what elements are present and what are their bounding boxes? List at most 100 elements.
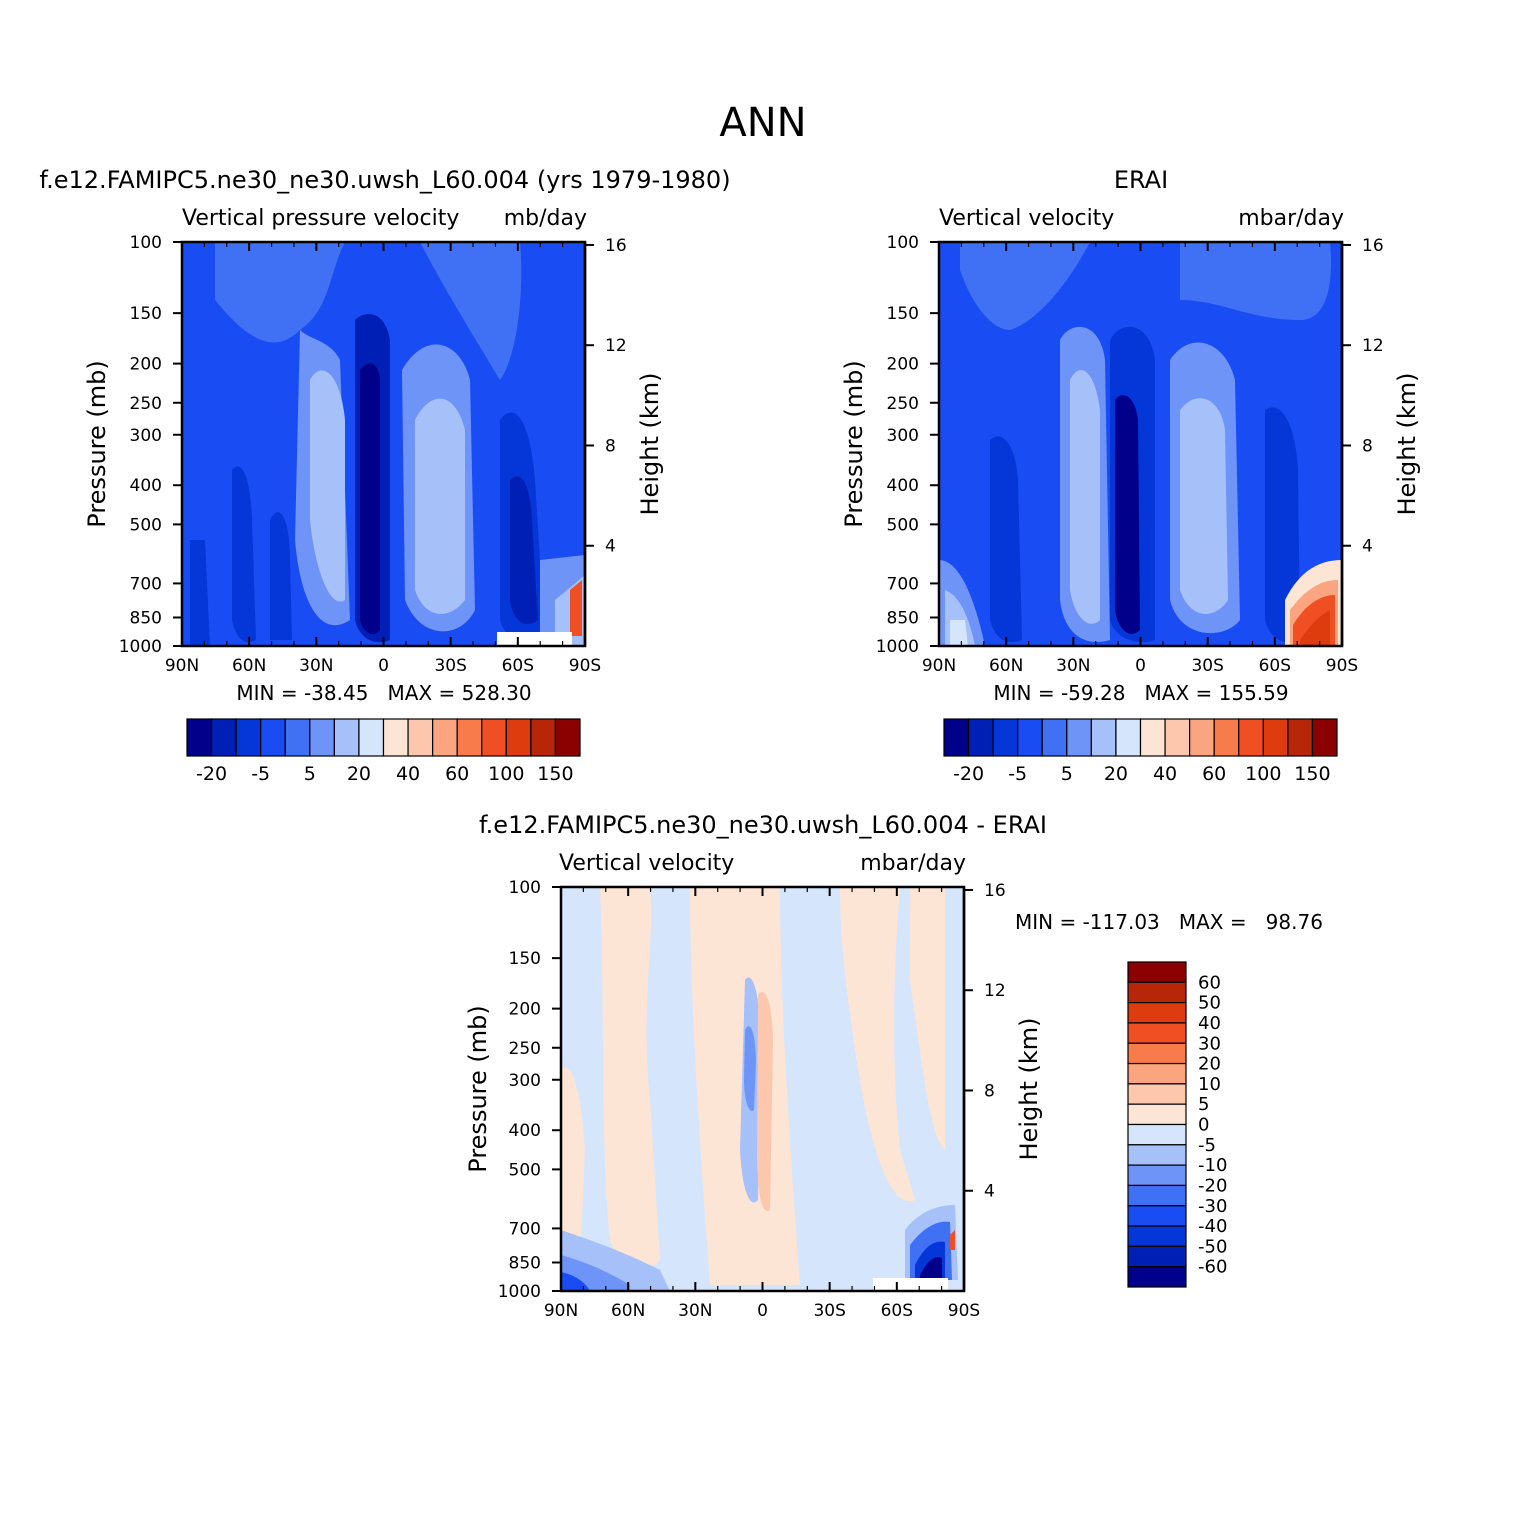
colorbar-label: 20: [347, 763, 371, 785]
colorbar-label: 150: [1294, 763, 1330, 785]
colorbar-label: 40: [396, 763, 420, 785]
y-tick-label: 300: [130, 426, 162, 446]
y-ticks: 100 150 200 250 300 400 500 700 850 1000 16 12 8 4: [498, 878, 1006, 1302]
x-tick-label: 90S: [948, 1301, 980, 1321]
y-tick-label: 250: [887, 394, 919, 414]
colorbar-label: 60: [1202, 763, 1226, 785]
colorbar-box: [186, 718, 213, 757]
colorbar-box: [382, 718, 409, 757]
colorbar-box: [1127, 1042, 1187, 1065]
right-label: mb/day: [504, 206, 587, 231]
colorbar-label: -5: [1198, 1135, 1216, 1156]
panel-model: f.e12.FAMIPC5.ne30_ne30.uwsh_L60.004 (yr…: [39, 166, 730, 785]
x-ticks: 90N 60N 30N 0 30S 60S 90S: [165, 242, 601, 676]
colorbar-box: [260, 718, 286, 757]
colorbar-label: 20: [1104, 763, 1128, 785]
colorbar: -20 -5 5 20 40 60 100 150: [186, 718, 581, 785]
x-tick-label: 90N: [165, 656, 199, 676]
colorbar-label: 5: [304, 763, 316, 785]
y2-tick-label: 16: [1362, 236, 1384, 256]
y-tick-label: 250: [130, 394, 162, 414]
colorbar-label: -50: [1198, 1236, 1227, 1257]
x-tick-label: 30N: [678, 1301, 712, 1321]
colorbar-box: [530, 718, 557, 757]
y-axis-label: Pressure (mb): [840, 360, 868, 527]
colorbar-box: [407, 718, 434, 757]
left-label: Vertical velocity: [939, 206, 1114, 231]
colorbar-box: [1090, 718, 1117, 757]
y-tick-label: 1000: [876, 637, 919, 657]
y2-axis-label: Height (km): [1393, 373, 1421, 516]
y2-tick-label: 8: [1362, 436, 1373, 456]
y-tick-label: 850: [509, 1253, 541, 1273]
main-title: ANN: [719, 100, 806, 146]
colorbar-box: [1127, 1022, 1187, 1044]
y-ticks: 100 150 200 250 300 400 500 700 850 1000 16 12 8 4: [876, 233, 1384, 657]
colorbar-label: 60: [445, 763, 469, 785]
colorbar-box: [1127, 961, 1187, 983]
y2-tick-label: 4: [984, 1182, 995, 1202]
colorbar-box: [1127, 1245, 1187, 1268]
colorbar-box: [481, 718, 507, 757]
y-tick-label: 100: [509, 878, 541, 898]
colorbar-box: [1127, 1062, 1187, 1085]
y-tick-label: 200: [509, 1000, 541, 1020]
x-tick-label: 60S: [502, 656, 534, 676]
panel-title: f.e12.FAMIPC5.ne30_ne30.uwsh_L60.004 - E…: [479, 811, 1047, 839]
colorbar-box: [309, 718, 335, 757]
plot-field: [561, 887, 964, 1291]
y-tick-label: 100: [887, 233, 919, 253]
colorbar-label: 150: [537, 763, 573, 785]
colorbar-label: 0: [1198, 1115, 1209, 1136]
y-tick-label: 150: [509, 949, 541, 969]
y-tick-label: 400: [130, 476, 162, 496]
stats-label: MIN = -38.45 MAX = 528.30: [236, 681, 531, 705]
plot-field: [939, 242, 1342, 646]
colorbar-box: [1139, 718, 1166, 757]
y-tick-label: 200: [887, 355, 919, 375]
plot-field: [182, 242, 585, 646]
colorbar-box: [1127, 1103, 1187, 1126]
colorbar-box: [1017, 718, 1043, 757]
x-tick-label: 0: [757, 1301, 768, 1321]
colorbar-box: [284, 718, 311, 757]
left-label: Vertical pressure velocity: [182, 206, 459, 231]
colorbar-label: 50: [1198, 993, 1221, 1014]
colorbar-label: 40: [1198, 1013, 1221, 1034]
y-tick-label: 400: [887, 476, 919, 496]
colorbar-box: [333, 718, 360, 757]
right-label: mbar/day: [860, 851, 966, 876]
colorbar-label: -30: [1198, 1196, 1227, 1217]
right-label: mbar/day: [1238, 206, 1344, 231]
y-axis-label: Pressure (mb): [83, 360, 111, 527]
y-tick-label: 300: [509, 1071, 541, 1091]
colorbar-label: -40: [1198, 1216, 1227, 1237]
colorbar-box: [1127, 1225, 1187, 1247]
y2-axis-label: Height (km): [1015, 1018, 1043, 1161]
y2-tick-label: 12: [605, 336, 627, 356]
y-tick-label: 1000: [498, 1282, 541, 1302]
colorbar-label: -5: [1008, 763, 1027, 785]
x-tick-label: 30S: [434, 656, 466, 676]
y2-tick-label: 12: [1362, 336, 1384, 356]
x-ticks: 90N 60N 30N 0 30S 60S 90S: [544, 887, 980, 1321]
y-tick-label: 150: [130, 304, 162, 324]
colorbar-box: [1127, 1144, 1187, 1166]
colorbar-box: [1066, 718, 1092, 757]
colorbar-box: [943, 718, 970, 757]
y2-tick-label: 12: [984, 981, 1006, 1001]
colorbar-label: 40: [1153, 763, 1177, 785]
colorbar-label: 30: [1198, 1033, 1221, 1054]
colorbar-box: [432, 718, 458, 757]
colorbar-label: 5: [1198, 1094, 1209, 1115]
colorbar-box: [1127, 1083, 1187, 1105]
x-tick-label: 30N: [1056, 656, 1090, 676]
colorbar-box: [1287, 718, 1314, 757]
y-tick-label: 400: [509, 1121, 541, 1141]
y-tick-label: 500: [887, 515, 919, 535]
y2-tick-label: 4: [1362, 537, 1373, 557]
colorbar-box: [992, 718, 1019, 757]
x-tick-label: 90N: [544, 1301, 578, 1321]
